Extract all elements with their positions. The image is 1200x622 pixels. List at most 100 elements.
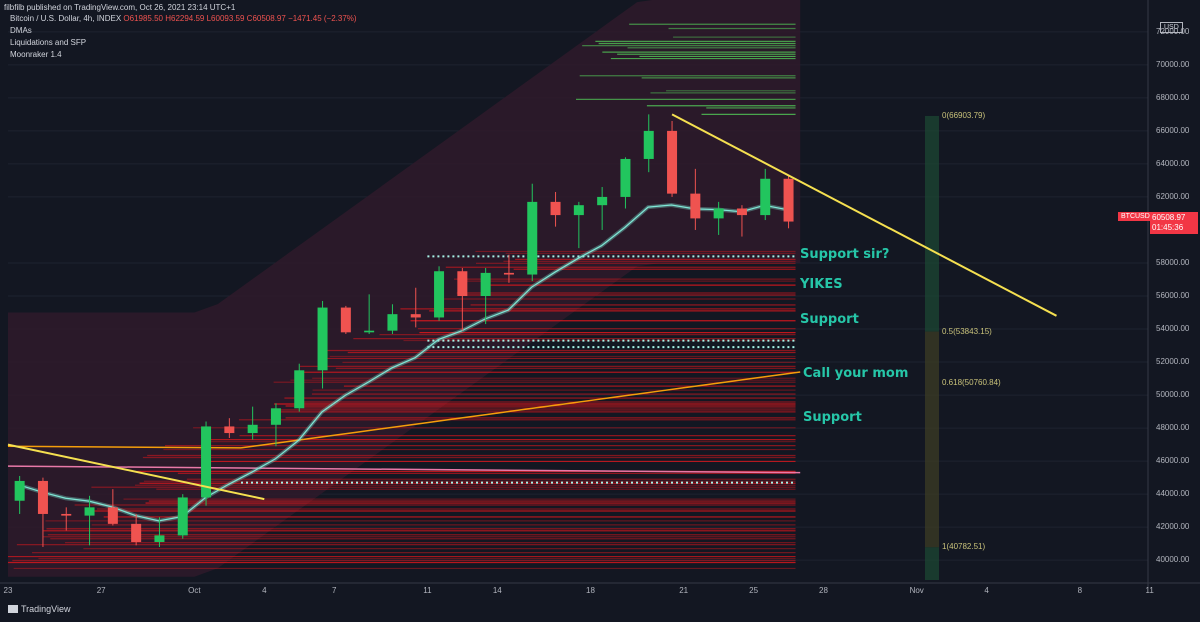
time-tick: 18 xyxy=(586,586,595,595)
time-tick: 7 xyxy=(331,586,337,595)
fib-zone-extension xyxy=(925,547,939,580)
price-tick: 50000.00 xyxy=(1156,390,1190,400)
candlesticks[interactable] xyxy=(14,114,794,547)
candle-body xyxy=(713,208,724,219)
annotation-support-lower: Support xyxy=(803,410,862,425)
candle-body xyxy=(177,497,188,536)
candle-body xyxy=(270,408,281,425)
publisher-header: filbfilb published on TradingView.com, O… xyxy=(4,3,236,12)
symbol-title: Bitcoin / U.S. Dollar, 4h, INDEX xyxy=(10,14,122,23)
indicator-dmas[interactable]: DMAs xyxy=(10,26,32,35)
price-tick: 52000.00 xyxy=(1156,357,1190,367)
candle-body xyxy=(61,513,72,516)
high-value: H62294.59 xyxy=(165,14,205,23)
candle-body xyxy=(224,426,235,434)
bar-countdown: 01:45:36 xyxy=(1152,223,1184,232)
tradingview-logo[interactable]: TradingView xyxy=(8,604,71,614)
candle-body xyxy=(154,535,165,543)
ema-ribbon xyxy=(18,204,789,522)
annotation-call-your-mom: Call your mom xyxy=(803,366,909,381)
price-tick: 46000.00 xyxy=(1156,456,1190,466)
candle-body xyxy=(317,307,328,371)
fib-label-0.618: 0.618(50760.84) xyxy=(942,377,1001,387)
close-value: C60508.97 xyxy=(246,14,286,23)
candle-body xyxy=(690,193,701,219)
candle-body xyxy=(667,130,678,194)
time-tick: 14 xyxy=(492,586,502,595)
fib-zone-upper xyxy=(925,115,939,332)
candle-body xyxy=(340,307,351,333)
candle-body xyxy=(387,314,398,331)
candle-body xyxy=(37,480,48,514)
dma-pink-line xyxy=(7,465,801,474)
candle-body xyxy=(84,507,95,516)
price-tick: 54000.00 xyxy=(1156,324,1190,334)
time-tick: 28 xyxy=(819,586,828,595)
time-tick: 11 xyxy=(423,586,432,595)
fib-label-0.5: 0.5(53843.15) xyxy=(942,326,992,336)
fib-retracement xyxy=(925,115,939,580)
candle-body xyxy=(107,507,118,524)
candle-body xyxy=(643,130,654,159)
price-tick: 58000.00 xyxy=(1156,257,1190,267)
fib-label-0: 0(66903.79) xyxy=(942,110,986,120)
brand-name: TradingView xyxy=(21,604,71,614)
liquidation-levels xyxy=(8,23,796,570)
price-tick: 66000.00 xyxy=(1156,125,1190,135)
candle-body xyxy=(434,271,445,318)
time-tick: 4 xyxy=(262,586,267,595)
candle-body xyxy=(503,272,514,275)
annotation-support-sir: Support sir? xyxy=(800,247,890,262)
moonraker-band xyxy=(8,0,801,577)
candle-body xyxy=(131,523,142,543)
ohlc-legend: Bitcoin / U.S. Dollar, 4h, INDEX O61985.… xyxy=(10,14,357,23)
fib-zone-lower xyxy=(925,331,939,548)
trendlines[interactable] xyxy=(7,113,1057,501)
moonraker-cloud xyxy=(8,0,801,577)
time-tick: 27 xyxy=(96,586,106,595)
candle-body xyxy=(527,201,538,275)
indicator-moonraker[interactable]: Moonraker 1.4 xyxy=(10,50,62,59)
annotation-yikes: YIKES xyxy=(800,277,843,292)
price-tick: 64000.00 xyxy=(1156,158,1190,168)
candle-body xyxy=(364,330,375,333)
indicator-lines xyxy=(7,203,801,523)
candle-body xyxy=(760,178,771,216)
time-tick: 23 xyxy=(3,586,13,595)
candle-body xyxy=(620,158,631,197)
candle-body xyxy=(480,272,491,296)
candle-body xyxy=(247,424,258,434)
candle-body xyxy=(294,370,305,409)
candle-body xyxy=(550,201,561,216)
low-value: L60093.59 xyxy=(206,14,245,23)
time-tick: 8 xyxy=(1077,586,1083,595)
tradingview-icon xyxy=(8,605,18,613)
candle-body xyxy=(736,208,747,216)
time-tick: 4 xyxy=(984,586,989,595)
currency-label[interactable]: USD xyxy=(1160,22,1183,33)
candle-body xyxy=(14,480,25,501)
price-tick: 70000.00 xyxy=(1156,59,1190,69)
price-tick: 62000.00 xyxy=(1156,191,1190,201)
open-value: O61985.50 xyxy=(123,14,163,23)
change-value: −1471.45 (−2.37%) xyxy=(288,14,357,23)
candle-body xyxy=(201,426,212,498)
price-tick: 40000.00 xyxy=(1156,555,1190,565)
indicator-liquidations[interactable]: Liquidations and SFP xyxy=(10,38,87,47)
last-price-tag: 60508.97 01:45:36 xyxy=(1150,212,1198,234)
last-price: 60508.97 xyxy=(1152,213,1186,222)
time-tick: 11 xyxy=(1145,586,1154,595)
fib-label-1: 1(40782.51) xyxy=(942,542,986,552)
candle-body xyxy=(573,205,584,216)
annotation-support: Support xyxy=(800,312,859,327)
price-tick: 42000.00 xyxy=(1156,522,1190,532)
time-tick: 25 xyxy=(749,586,759,595)
time-tick: Oct xyxy=(188,586,201,595)
price-tick: 56000.00 xyxy=(1156,291,1190,300)
candle-body xyxy=(457,271,468,296)
candle-body xyxy=(410,314,421,318)
time-tick: Nov xyxy=(909,586,924,595)
trendline-upper xyxy=(671,113,1057,317)
candle-body xyxy=(783,178,794,222)
